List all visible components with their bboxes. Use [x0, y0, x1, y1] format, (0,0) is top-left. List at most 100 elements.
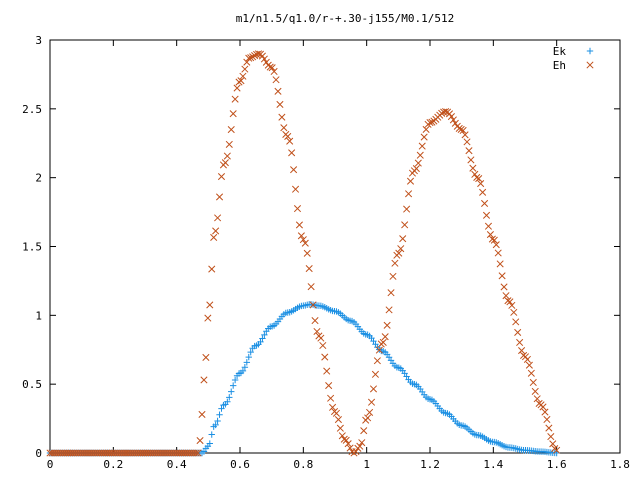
legend-label-eh: Eh — [553, 59, 566, 72]
data-point-eh — [260, 55, 268, 63]
data-point-eh — [278, 113, 286, 121]
data-point-eh — [332, 409, 341, 417]
data-point-eh — [481, 199, 489, 207]
data-point-eh — [399, 235, 407, 243]
data-point-eh — [484, 222, 493, 230]
data-point-eh — [208, 265, 216, 273]
data-point-ek — [206, 440, 213, 447]
data-point-eh — [529, 378, 537, 387]
data-point-eh — [291, 185, 300, 193]
data-point-ek — [259, 335, 266, 342]
data-point-eh — [488, 235, 496, 243]
data-point-eh — [214, 214, 222, 222]
data-point-eh — [274, 87, 282, 95]
x-tick-label: 0 — [47, 458, 54, 471]
data-point-eh — [329, 403, 337, 411]
data-point-eh — [533, 395, 541, 403]
data-point-eh — [342, 436, 350, 444]
data-point-eh — [223, 152, 231, 160]
data-point-eh — [233, 84, 241, 92]
data-point-eh — [500, 283, 508, 291]
data-point-eh — [514, 328, 522, 336]
data-point-eh — [414, 159, 422, 167]
data-point-eh — [459, 126, 467, 135]
data-point-eh — [428, 118, 436, 126]
data-point-eh — [307, 283, 315, 291]
data-point-eh — [360, 427, 368, 435]
data-point-eh — [504, 297, 512, 305]
data-point-eh — [270, 67, 278, 76]
data-point-eh — [387, 289, 395, 297]
data-point-eh — [212, 227, 220, 235]
legend-marker-eh — [586, 61, 594, 69]
data-point-ek — [239, 367, 247, 375]
data-point-eh — [479, 188, 487, 196]
x-tick-label: 0.8 — [293, 458, 313, 471]
data-point-eh — [196, 437, 204, 445]
data-point-eh — [389, 272, 397, 280]
data-point-eh — [397, 245, 405, 253]
data-point-eh — [518, 347, 526, 355]
data-point-eh — [206, 301, 214, 309]
data-point-eh — [364, 414, 372, 422]
data-point-eh — [494, 249, 502, 257]
data-point-eh — [506, 298, 514, 306]
data-point-eh — [498, 272, 506, 280]
series-eh — [46, 50, 561, 457]
data-point-eh — [336, 424, 344, 432]
data-point-eh — [301, 239, 309, 247]
data-point-eh — [457, 125, 465, 133]
data-point-eh — [217, 172, 226, 181]
data-point-eh — [549, 440, 557, 448]
data-point-eh — [395, 249, 403, 257]
x-tick-label: 1.6 — [547, 458, 567, 471]
data-point-eh — [321, 353, 329, 361]
data-point-ek — [224, 398, 231, 405]
data-point-eh — [215, 193, 224, 201]
data-point-eh — [227, 125, 235, 134]
data-point-eh — [272, 76, 280, 84]
data-point-eh — [486, 230, 494, 239]
data-point-eh — [313, 327, 321, 336]
data-point-eh — [442, 108, 450, 116]
x-tick-label: 1.8 — [610, 458, 630, 471]
data-point-eh — [541, 408, 549, 416]
data-point-eh — [200, 376, 208, 384]
data-point-eh — [239, 72, 247, 80]
x-tick-label: 0.2 — [103, 458, 123, 471]
plot-area — [46, 50, 561, 457]
data-point-eh — [251, 52, 259, 60]
data-point-eh — [553, 446, 561, 454]
data-point-eh — [510, 308, 518, 316]
data-point-eh — [523, 355, 531, 363]
data-point-eh — [317, 334, 325, 342]
x-tick-label: 0.4 — [167, 458, 187, 471]
data-point-eh — [531, 387, 539, 395]
data-point-eh — [405, 190, 413, 198]
data-point-eh — [293, 205, 302, 213]
data-point-eh — [286, 137, 294, 145]
data-point-eh — [305, 265, 313, 273]
data-point-eh — [455, 124, 463, 133]
data-point-eh — [247, 54, 255, 62]
data-point-eh — [463, 138, 471, 146]
data-point-ek — [247, 348, 254, 356]
data-point-ek — [245, 353, 252, 361]
data-point-eh — [297, 232, 305, 240]
data-point-eh — [303, 249, 311, 257]
data-point-eh — [280, 124, 288, 132]
data-point-ek — [208, 431, 215, 438]
data-point-eh — [225, 140, 233, 148]
series-ek — [46, 301, 560, 457]
x-tick-label: 1 — [363, 458, 370, 471]
data-point-eh — [204, 314, 212, 322]
data-point-ek — [231, 376, 239, 384]
data-point-eh — [202, 353, 210, 362]
data-point-eh — [525, 361, 533, 369]
data-point-eh — [416, 151, 424, 159]
data-point-eh — [319, 341, 327, 350]
data-point-ek — [241, 364, 249, 371]
data-point-eh — [516, 338, 524, 347]
data-point-ek — [218, 405, 225, 412]
